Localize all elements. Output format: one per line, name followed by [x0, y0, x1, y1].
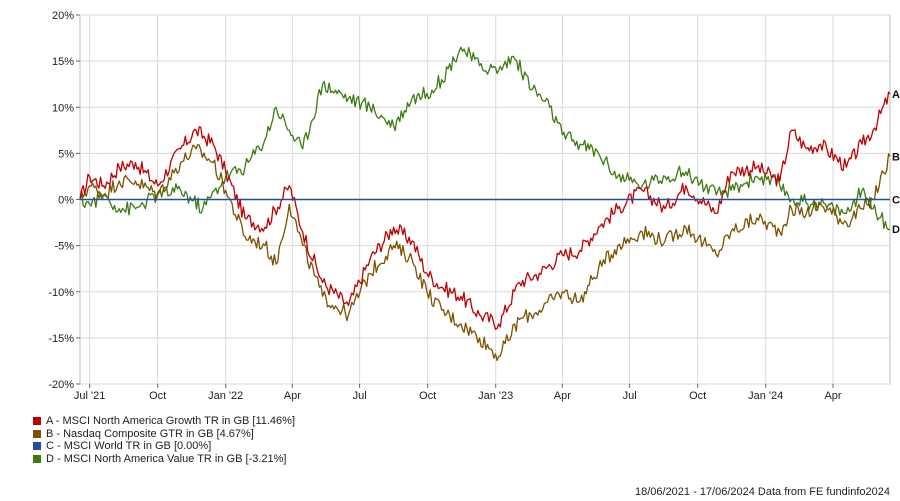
x-tick-label: Oct: [689, 390, 706, 402]
x-tick-label: Jul '21: [74, 390, 105, 402]
legend-label-c: C - MSCI World TR in GB [0.00%]: [46, 440, 212, 452]
legend-label-b: B - Nasdaq Composite GTR in GB [4.67%]: [46, 427, 254, 440]
legend: A - MSCI North America Growth TR in GB […: [33, 415, 295, 465]
performance-chart: 20%15%10%5%0%-5%-10%-15%-20% Jul '21 Oct J…: [48, 10, 900, 402]
legend-swatch-d: [33, 454, 41, 463]
x-axis: Jul '21 Oct Jan '22 Apr Jul Oct Jan '23 Apr Jul O…: [74, 384, 842, 402]
series-end-labels: D B A C: [892, 89, 900, 236]
y-tick-label: 5%: [58, 148, 74, 160]
y-tick-label: 15%: [52, 56, 74, 68]
y-tick-label: -20%: [48, 379, 74, 391]
x-tick-label: Jan '23: [478, 390, 513, 402]
legend-swatch-a: [33, 417, 41, 426]
y-axis: 20% 15% 10% 5% 0% -5% -10% -15% -20%: [48, 10, 80, 391]
y-tick-label: 0%: [58, 195, 74, 207]
series-end-label-c: C: [892, 195, 900, 207]
x-tick-label: Jul: [623, 390, 637, 402]
legend-item-a: A - MSCI North America Growth TR in GB […: [33, 415, 295, 428]
y-tick-label: -15%: [48, 333, 74, 345]
data-source-footer: 18/06/2021 - 17/06/2024 Data from FE fun…: [634, 486, 890, 498]
x-tick-label: Apr: [824, 390, 841, 402]
series-lines: [79, 46, 891, 362]
legend-swatch-c: [33, 442, 41, 451]
y-tick-label: 20%: [52, 10, 74, 22]
legend-item-c: C - MSCI World TR in GB [0.00%]: [33, 440, 295, 453]
series-end-label-a: A: [892, 89, 900, 101]
x-tick-label: Apr: [554, 390, 571, 402]
x-tick-label: Oct: [419, 390, 436, 402]
legend-label-d: D - MSCI North America Value TR in GB [-…: [46, 452, 287, 465]
series-end-label-b: B: [892, 151, 900, 163]
x-tick-label: Jan '24: [748, 390, 783, 402]
legend-item-d: D - MSCI North America Value TR in GB [-…: [33, 453, 295, 466]
legend-swatch-b: [33, 429, 41, 438]
x-tick-label: Oct: [149, 390, 166, 402]
legend-label-a: A - MSCI North America Growth TR in GB […: [46, 415, 296, 427]
y-tick-label: -5%: [54, 241, 74, 253]
y-tick-label: 10%: [52, 102, 74, 114]
series-line-d: [79, 46, 891, 231]
x-tick-label: Jan '22: [208, 390, 243, 402]
series-line-b: [79, 144, 891, 362]
series-end-label-d: D: [892, 224, 900, 236]
legend-item-b: B - Nasdaq Composite GTR in GB [4.67%]: [33, 428, 295, 441]
x-tick-label: Jul: [353, 390, 367, 402]
x-tick-label: Apr: [284, 390, 301, 402]
series-line-a: [79, 91, 891, 330]
y-tick-label: -10%: [48, 287, 74, 299]
